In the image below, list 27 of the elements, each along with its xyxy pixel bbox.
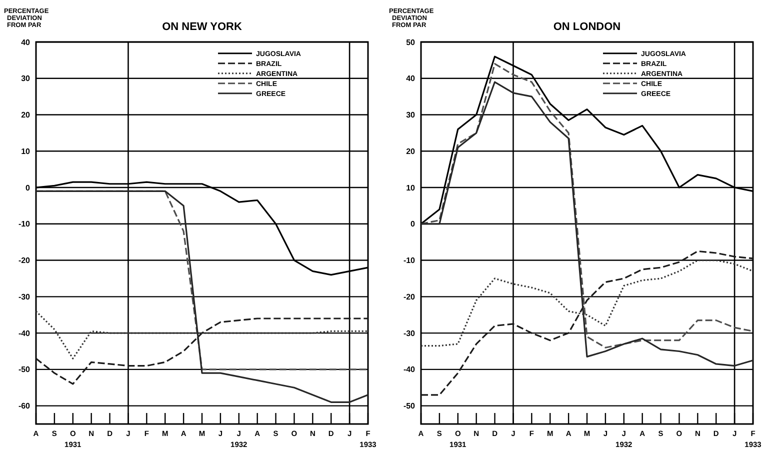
y-tick-label: -20 xyxy=(403,292,416,302)
y-tick-label: -10 xyxy=(18,220,31,229)
y-tick-label: 40 xyxy=(406,74,416,84)
y-tick-label: -60 xyxy=(18,402,31,411)
y-tick-label: 10 xyxy=(406,183,416,192)
y-tick-label: -50 xyxy=(403,402,416,411)
y-tick-label: 30 xyxy=(406,110,416,120)
chart-title: ON LONDON xyxy=(553,21,621,33)
line-series xyxy=(35,190,369,403)
y-tick-label: 0 xyxy=(26,183,31,192)
y-tick-label: -40 xyxy=(403,365,416,374)
y-tick-label: -50 xyxy=(18,365,31,374)
y-tick-label: 10 xyxy=(21,146,31,156)
y-tick-label: -20 xyxy=(18,256,31,266)
y-tick-label: 0 xyxy=(410,220,416,229)
y-tick-label: 40 xyxy=(21,38,31,47)
y-tick-label: -30 xyxy=(403,328,416,338)
y-tick-label: 20 xyxy=(406,146,416,156)
y-tick-label: 30 xyxy=(21,74,31,84)
y-tick-label: -30 xyxy=(18,292,31,302)
line-series xyxy=(420,259,754,347)
y-tick-label: -40 xyxy=(18,328,31,338)
y-tick-label: 20 xyxy=(21,110,31,120)
y-tick-label: 50 xyxy=(406,38,416,47)
y-tick-label: -10 xyxy=(403,256,416,266)
chart-title: ON NEW YORK xyxy=(162,21,242,33)
line-series xyxy=(35,310,369,360)
